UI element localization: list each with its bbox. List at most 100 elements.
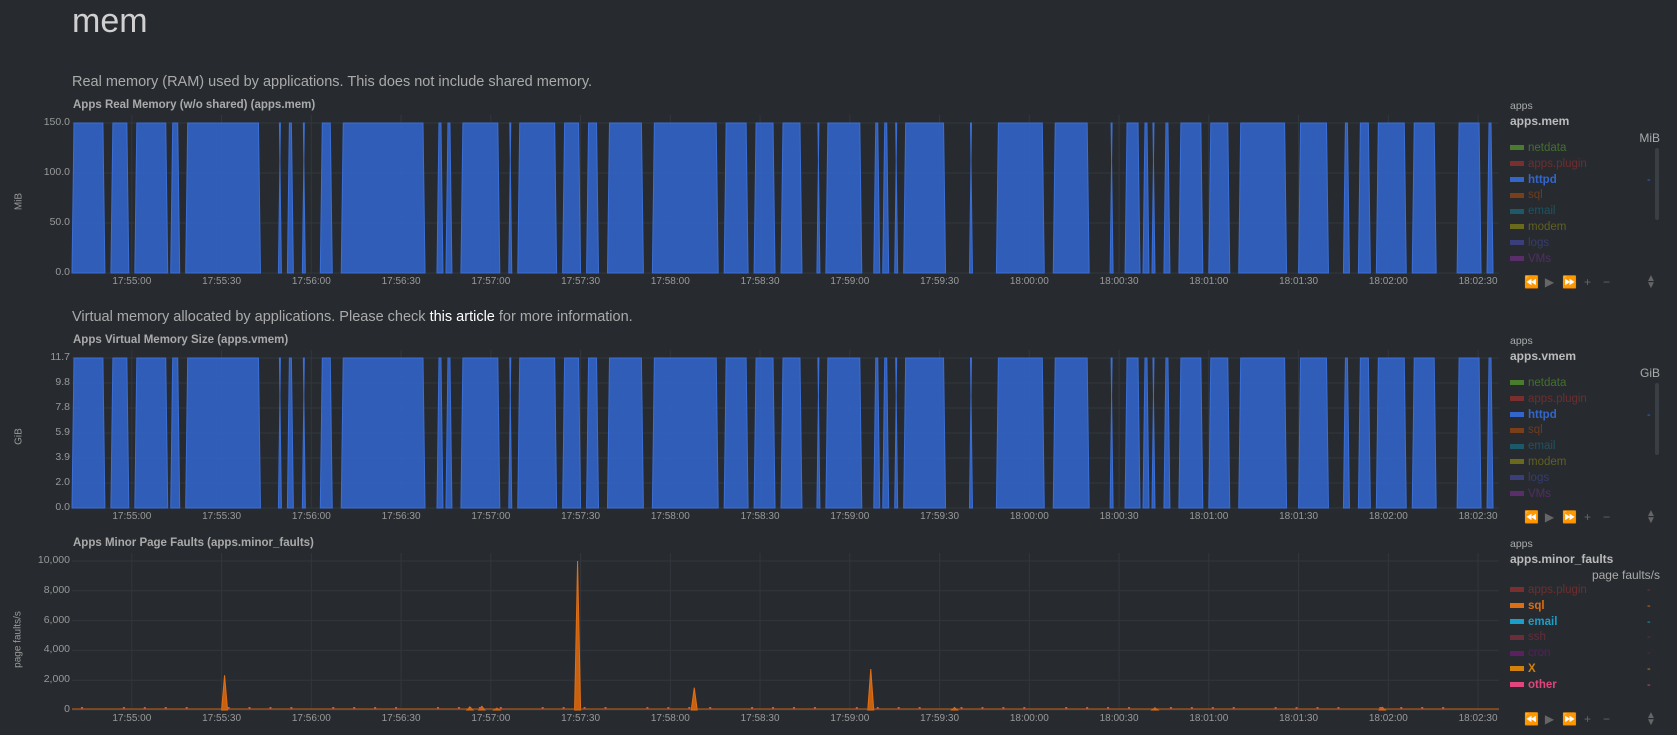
legend-item-apps-plugin[interactable]: apps.plugin xyxy=(1510,584,1587,598)
vmem-chart-plot[interactable] xyxy=(71,350,1499,509)
other-fault-mark xyxy=(1442,707,1445,709)
legend-swatch xyxy=(1510,682,1524,688)
fast-forward-icon[interactable]: ⏩ xyxy=(1562,275,1583,289)
legend-label: ssh xyxy=(1528,631,1546,644)
httpd-area-segment xyxy=(873,357,881,509)
legend-item-apps-plugin[interactable]: apps.plugin xyxy=(1510,158,1587,172)
other-fault-mark xyxy=(751,707,754,709)
legend-swatch xyxy=(1510,161,1524,167)
legend-item-x[interactable]: X xyxy=(1510,663,1536,677)
legend-item-httpd[interactable]: httpd xyxy=(1510,174,1557,188)
faults-legend: apps apps.minor_faults page faults/s app… xyxy=(1510,538,1660,713)
legend-item-sql[interactable]: sql xyxy=(1510,600,1545,614)
vmem-chart-svg[interactable] xyxy=(71,350,1499,509)
legend-context: apps.mem xyxy=(1510,114,1570,128)
legend-item-modem[interactable]: modem xyxy=(1510,456,1566,470)
httpd-area-segment xyxy=(460,357,501,509)
legend-item-logs[interactable]: logs xyxy=(1510,237,1549,251)
legend-item-logs[interactable]: logs xyxy=(1510,472,1549,486)
rewind-icon[interactable]: ⏪ xyxy=(1524,510,1545,524)
httpd-area-segment xyxy=(185,122,261,274)
y-tick-label: 3.9 xyxy=(55,451,70,463)
httpd-area-segment xyxy=(562,122,582,274)
legend-item-email[interactable]: email xyxy=(1510,616,1557,630)
legend-value: - xyxy=(1647,631,1651,644)
legend-item-httpd[interactable]: httpd xyxy=(1510,409,1557,423)
zoom-in-icon[interactable]: + xyxy=(1583,510,1597,524)
zoom-out-icon[interactable]: − xyxy=(1602,712,1616,726)
httpd-area-segment xyxy=(1375,357,1407,509)
vmem-legend-scrollbar[interactable] xyxy=(1655,383,1659,455)
mem-legend-scrollbar[interactable] xyxy=(1655,148,1659,220)
legend-item-apps-plugin[interactable]: apps.plugin xyxy=(1510,393,1587,407)
httpd-area-segment xyxy=(780,122,803,274)
httpd-area-segment xyxy=(1486,122,1494,274)
legend-context: apps.minor_faults xyxy=(1510,552,1614,566)
legend-item-sql[interactable]: sql xyxy=(1510,424,1543,438)
zoom-in-icon[interactable]: + xyxy=(1583,275,1597,289)
legend-item-modem[interactable]: modem xyxy=(1510,221,1566,235)
x-tick-label: 17:56:30 xyxy=(381,713,421,724)
legend-item-netdata[interactable]: netdata xyxy=(1510,142,1566,156)
legend-unit: MiB xyxy=(1639,131,1660,145)
zoom-out-icon[interactable]: − xyxy=(1602,510,1616,524)
other-fault-mark xyxy=(792,707,795,709)
y-tick-label: 7.8 xyxy=(55,401,70,413)
other-fault-mark xyxy=(1379,707,1382,709)
legend-item-sql[interactable]: sql xyxy=(1510,189,1543,203)
mem-chart-plot[interactable] xyxy=(71,115,1499,274)
httpd-area-segment xyxy=(1238,122,1288,274)
mem-chart-svg[interactable] xyxy=(71,115,1499,274)
legend-swatch xyxy=(1510,412,1524,418)
vmem-chart-title: Apps Virtual Memory Size (apps.vmem) xyxy=(73,334,289,346)
legend-item-email[interactable]: email xyxy=(1510,440,1555,454)
x-tick-label: 17:56:00 xyxy=(291,713,331,724)
legend-item-vms[interactable]: VMs xyxy=(1510,253,1551,267)
faults-chart-plot[interactable] xyxy=(72,553,1499,711)
httpd-area-segment xyxy=(753,122,776,274)
other-fault-mark xyxy=(269,707,272,709)
legend-item-ssh[interactable]: ssh xyxy=(1510,631,1546,645)
article-link[interactable]: this article xyxy=(429,309,495,325)
x-tick-label: 17:58:00 xyxy=(650,511,690,522)
httpd-area-segment xyxy=(436,357,444,509)
resize-handle-icon[interactable]: ▲ ▼ xyxy=(1646,273,1656,291)
vmem-description-tail: for more information. xyxy=(494,309,633,325)
legend-label: X xyxy=(1528,663,1536,675)
resize-handle-icon[interactable]: ▲ ▼ xyxy=(1646,508,1656,526)
legend-value: - xyxy=(1647,615,1651,628)
legend-item-cron[interactable]: cron xyxy=(1510,647,1550,661)
httpd-area-segment xyxy=(586,357,600,509)
httpd-area-segment xyxy=(1342,122,1350,274)
other-fault-mark xyxy=(1421,707,1424,709)
mem-description-text: Real memory (RAM) used by applications. … xyxy=(72,74,593,90)
legend-item-other[interactable]: other xyxy=(1510,679,1557,693)
fast-forward-icon[interactable]: ⏩ xyxy=(1562,510,1583,524)
play-icon[interactable]: ▶ xyxy=(1544,712,1561,726)
sql-fault-spike xyxy=(690,687,698,711)
play-icon[interactable]: ▶ xyxy=(1544,510,1561,524)
httpd-area-segment xyxy=(1208,122,1231,274)
httpd-area-segment xyxy=(71,122,106,274)
httpd-area-segment xyxy=(586,122,600,274)
fast-forward-icon[interactable]: ⏩ xyxy=(1562,712,1583,726)
zoom-in-icon[interactable]: + xyxy=(1583,712,1597,726)
sql-fault-spike xyxy=(465,706,475,711)
httpd-area-segment xyxy=(651,357,719,509)
rewind-icon[interactable]: ⏪ xyxy=(1524,275,1545,289)
x-tick-label: 18:01:30 xyxy=(1279,511,1319,522)
sql-fault-spike xyxy=(221,675,229,711)
y-tick-label: 2,000 xyxy=(43,673,70,686)
y-tick-label: 4,000 xyxy=(43,643,70,656)
httpd-area-segment xyxy=(968,357,973,509)
faults-chart-svg[interactable] xyxy=(72,553,1499,711)
x-tick-label: 18:00:00 xyxy=(1009,276,1049,287)
legend-item-email[interactable]: email xyxy=(1510,205,1555,219)
rewind-icon[interactable]: ⏪ xyxy=(1524,712,1545,726)
play-icon[interactable]: ▶ xyxy=(1544,275,1561,289)
httpd-area-segment xyxy=(185,357,261,509)
legend-item-vms[interactable]: VMs xyxy=(1510,488,1551,502)
resize-handle-icon[interactable]: ▲ ▼ xyxy=(1646,710,1656,728)
legend-item-netdata[interactable]: netdata xyxy=(1510,377,1566,391)
zoom-out-icon[interactable]: − xyxy=(1602,275,1616,289)
